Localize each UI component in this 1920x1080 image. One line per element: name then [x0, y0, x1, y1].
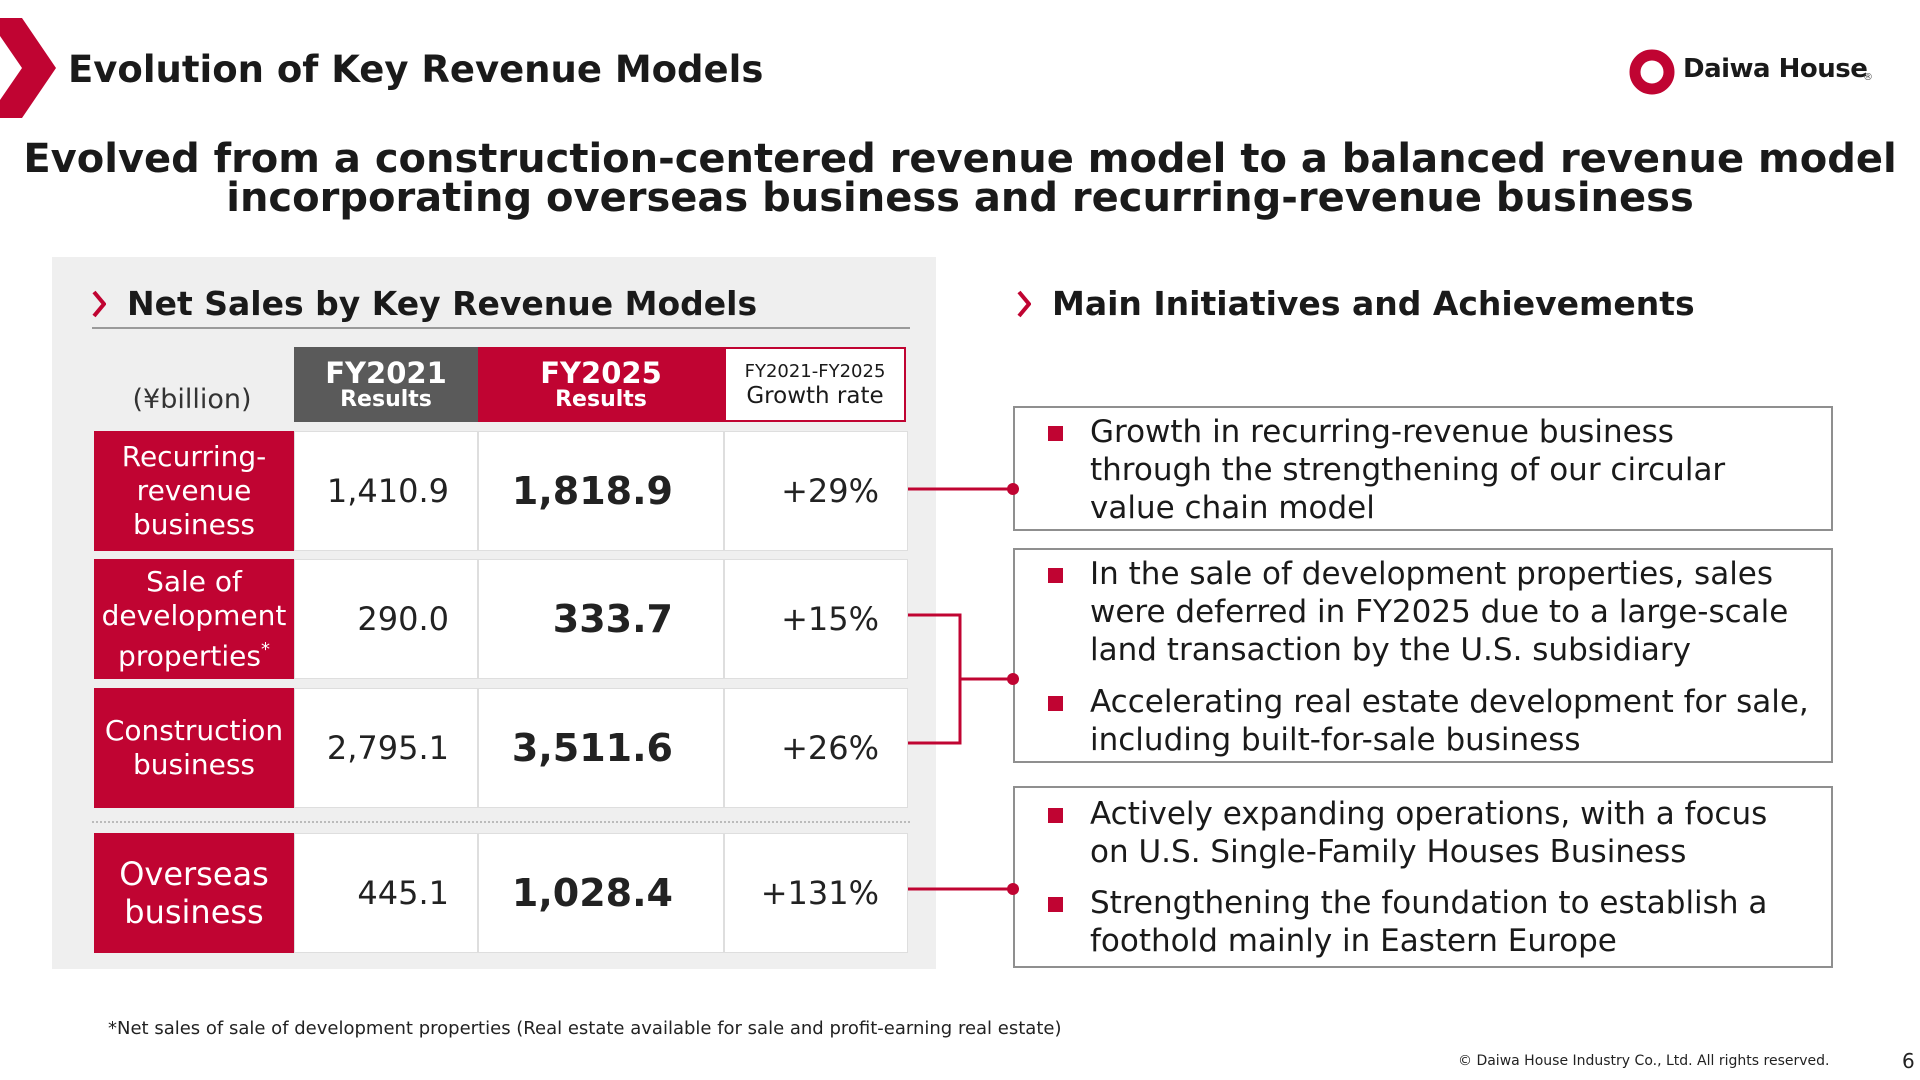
row-label-overseas: Overseas business: [94, 833, 294, 953]
row-label-line: Recurring-: [121, 440, 267, 473]
initiatives-heading: Main Initiatives and Achievements: [1052, 284, 1695, 323]
growth-period: FY2021-FY2025: [744, 360, 886, 382]
initiative-bullet: Accelerating real estate development for…: [1048, 683, 1809, 759]
initiative-bullet: Strengthening the foundation to establis…: [1048, 884, 1767, 960]
bullet-line: were deferred in FY2025 due to a large-s…: [1090, 594, 1789, 630]
value-fy2021: 1,410.9: [294, 431, 478, 551]
footnote-mark: *: [260, 638, 270, 660]
bullet-line: Actively expanding operations, with a fo…: [1090, 796, 1768, 832]
value-fy2025: 333.7: [478, 559, 724, 679]
logo-ring-icon: [1629, 49, 1675, 95]
section-chevron-icon: [92, 290, 106, 318]
bullet-line: including built-for-sale business: [1090, 722, 1581, 758]
row-label-recurring-revenue: Recurring- revenue business: [94, 431, 294, 551]
bullet-line: Accelerating real estate development for…: [1090, 684, 1809, 720]
value-fy2025: 3,511.6: [478, 688, 724, 808]
fy2021-year: FY2021: [325, 355, 447, 390]
bullet-line: on U.S. Single-Family Houses Business: [1090, 834, 1687, 870]
copyright: © Daiwa House Industry Co., Ltd. All rig…: [1458, 1053, 1830, 1069]
initiative-box-overseas: [1013, 786, 1833, 968]
growth-label: Growth rate: [746, 382, 884, 409]
row-label-line: business: [132, 508, 256, 541]
row-label-line: development: [101, 598, 287, 632]
corner-chevron-mark: [0, 18, 56, 118]
bullet-line: value chain model: [1090, 490, 1375, 526]
bullet-line: land transaction by the U.S. subsidiary: [1090, 632, 1691, 668]
column-header-fy2021: FY2021 Results: [294, 347, 478, 422]
headline: Evolved from a construction-centered rev…: [0, 136, 1920, 221]
value-fy2021: 2,795.1: [294, 688, 478, 808]
row-label-line: business: [132, 748, 256, 781]
column-header-growth-rate: FY2021-FY2025 Growth rate: [724, 347, 906, 422]
dotted-separator: [92, 821, 910, 823]
bullet-square-icon: [1048, 897, 1063, 912]
row-label-line: business: [124, 893, 264, 931]
column-header-fy2025: FY2025 Results: [478, 347, 724, 422]
value-growth: +131%: [724, 833, 908, 953]
row-label-line: Sale of: [146, 564, 242, 598]
value-fy2025: 1,028.4: [478, 833, 724, 953]
headline-line-2: incorporating overseas business and recu…: [226, 175, 1694, 221]
bullet-line: Growth in recurring-revenue business: [1090, 414, 1674, 450]
initiative-box-recurring: [1013, 406, 1833, 531]
initiative-box-development: [1013, 548, 1833, 763]
page-number: 6: [1902, 1049, 1915, 1073]
initiative-bullet: Growth in recurring-revenue business thr…: [1048, 413, 1725, 527]
fy2025-sub: Results: [555, 386, 647, 412]
page-title: Evolution of Key Revenue Models: [68, 48, 764, 91]
row-label-line: properties: [118, 639, 261, 673]
initiative-bullet: Actively expanding operations, with a fo…: [1048, 795, 1767, 871]
logo-registered-mark: ®: [1863, 72, 1873, 83]
value-growth: +29%: [724, 431, 908, 551]
initiative-bullet: In the sale of development properties, s…: [1048, 555, 1788, 669]
row-label-construction: Construction business: [94, 688, 294, 808]
bullet-line: foothold mainly in Eastern Europe: [1090, 923, 1617, 959]
footnote: *Net sales of sale of development proper…: [108, 1018, 1062, 1039]
heading-divider: [92, 327, 910, 329]
row-label-line: Overseas: [119, 855, 269, 893]
bullet-line: In the sale of development properties, s…: [1090, 556, 1774, 592]
fy2021-sub: Results: [340, 386, 432, 412]
net-sales-heading: Net Sales by Key Revenue Models: [127, 284, 758, 323]
bullet-square-icon: [1048, 696, 1063, 711]
row-label-development-properties: Sale of development properties*: [94, 559, 294, 679]
value-growth: +26%: [724, 688, 908, 808]
value-growth: +15%: [724, 559, 908, 679]
value-fy2021: 445.1: [294, 833, 478, 953]
daiwa-house-logo: [1628, 48, 1878, 98]
unit-label: (¥billion): [132, 384, 252, 415]
value-fy2025: 1,818.9: [478, 431, 724, 551]
row-label-line: revenue: [136, 474, 252, 507]
logo-text: Daiwa House: [1683, 54, 1868, 84]
fy2025-year: FY2025: [540, 355, 662, 390]
bullet-line: Strengthening the foundation to establis…: [1090, 885, 1768, 921]
bullet-line: through the strengthening of our circula…: [1090, 452, 1726, 488]
value-fy2021: 290.0: [294, 559, 478, 679]
bullet-square-icon: [1048, 808, 1063, 823]
bullet-square-icon: [1048, 426, 1063, 441]
headline-line-1: Evolved from a construction-centered rev…: [23, 136, 1897, 182]
row-label-line: Construction: [104, 714, 284, 747]
bullet-square-icon: [1048, 568, 1063, 583]
section-chevron-icon: [1017, 290, 1031, 318]
